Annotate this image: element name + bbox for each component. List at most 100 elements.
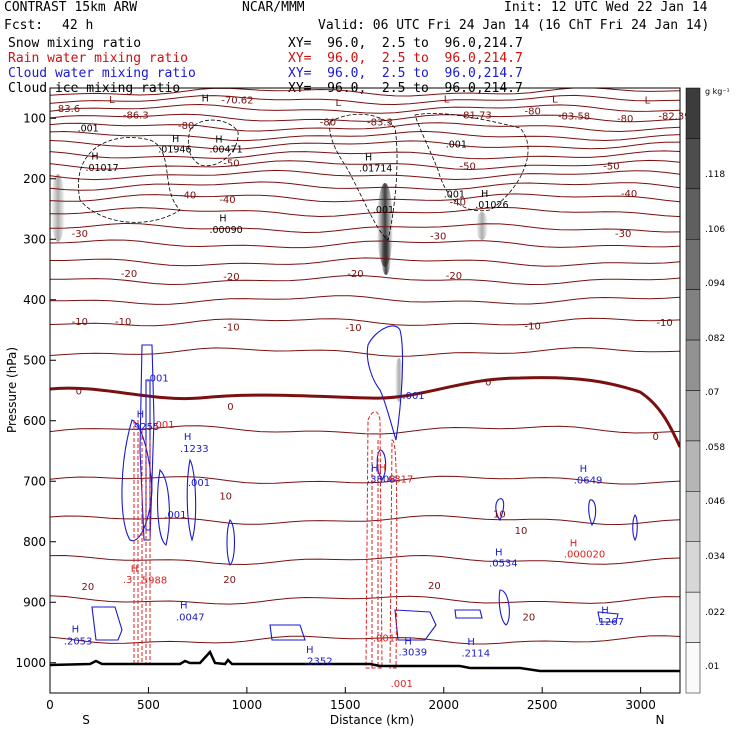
isotherm-label: -20 bbox=[223, 272, 239, 283]
cloud-water-label: .0047 bbox=[176, 612, 205, 623]
isotherm-line bbox=[50, 317, 680, 327]
colorbar-unit: g kg⁻¹ bbox=[705, 87, 730, 96]
minimum-temperature-label: -81.73 bbox=[460, 110, 492, 121]
rain-water-contour bbox=[365, 411, 383, 669]
cloud-water-label: .3808 bbox=[367, 474, 396, 485]
cloud-ice-contours bbox=[78, 113, 529, 241]
x-tick-label: 2000 bbox=[428, 698, 459, 712]
isotherm-label: 20 bbox=[82, 582, 95, 593]
isotherm-label: -10 bbox=[345, 323, 361, 334]
isotherm-line bbox=[50, 257, 680, 267]
rain-water-label: .3 bbox=[123, 575, 133, 586]
isotherm-line bbox=[50, 425, 680, 435]
isotherm-label: -80 bbox=[178, 121, 194, 132]
isotherm-label: 10 bbox=[493, 510, 506, 521]
ice-label: H bbox=[481, 189, 488, 200]
ice-contour bbox=[78, 137, 181, 223]
isotherm-label: -40 bbox=[621, 189, 637, 200]
cloud-water-label: .001 bbox=[146, 373, 168, 384]
isotherm-line bbox=[50, 222, 680, 234]
field-xy-snow: XY= 96.0, 2.5 to 96.0,214.7 bbox=[288, 36, 523, 51]
isotherm-line bbox=[50, 595, 680, 605]
isotherm-line bbox=[50, 274, 680, 286]
ice-label: H bbox=[202, 93, 209, 104]
valid-time: Valid: 06 UTC Fri 24 Jan 14 (16 ChT Fri … bbox=[318, 18, 710, 33]
minimum-temperature-label: -86.3 bbox=[123, 110, 149, 121]
low-marker: L bbox=[552, 95, 558, 106]
colorbar-swatch bbox=[685, 642, 701, 694]
colorbar-swatch bbox=[685, 339, 701, 391]
isotherm-label: -10 bbox=[223, 323, 239, 334]
cloud-water-label: .0649 bbox=[574, 476, 603, 487]
rain-water-label: .001 bbox=[152, 420, 174, 431]
cloud-water-label: H bbox=[371, 464, 379, 475]
terrain-profile bbox=[49, 649, 680, 673]
cloud-water-label: H bbox=[601, 606, 609, 617]
colorbar-tick-label: .082 bbox=[705, 334, 725, 344]
isotherm-line bbox=[50, 239, 680, 249]
isotherm-label: -40 bbox=[450, 197, 466, 208]
cloud-water-label: .9255 bbox=[131, 422, 160, 433]
isotherm-label: -10 bbox=[656, 318, 672, 329]
y-tick-label: 600 bbox=[23, 414, 46, 428]
cloud-water-contour bbox=[394, 609, 437, 641]
colorbar-tick-label: .046 bbox=[705, 497, 725, 507]
cloud-water-label: H bbox=[72, 625, 80, 636]
rain-water-contour bbox=[389, 439, 398, 669]
cloud-water-label: .0534 bbox=[489, 559, 518, 570]
isotherm-line bbox=[50, 181, 680, 191]
ice-label: .01026 bbox=[475, 200, 508, 211]
rain-water-contours bbox=[133, 411, 398, 669]
ice-label: H bbox=[219, 214, 226, 225]
isotherm-line bbox=[50, 103, 680, 114]
isotherm-line bbox=[50, 206, 680, 218]
init-time: Init: 12 UTC Wed 22 Jan 14 bbox=[504, 0, 708, 15]
isotherm-label: -80 bbox=[617, 114, 633, 125]
isotherm-label: -10 bbox=[524, 321, 540, 332]
rain-water-label: H bbox=[379, 463, 387, 474]
plot-axes: 0 500 1000 1500 2000 2500 30001002003004005006… bbox=[5, 111, 664, 727]
y-tick-label: 200 bbox=[23, 172, 46, 186]
cloud-water-contour bbox=[157, 468, 170, 546]
ice-label: H bbox=[172, 134, 179, 145]
isotherm-label: -70.62 bbox=[221, 96, 253, 107]
colorbar-tick-label: .01 bbox=[705, 662, 719, 672]
model-title: CONTRAST 15km ARW bbox=[4, 0, 138, 15]
cloud-water-contour bbox=[226, 519, 236, 566]
rain-water-label: .001 bbox=[373, 634, 395, 645]
y-tick-label: 1000 bbox=[15, 656, 46, 670]
colorbar-swatch bbox=[685, 440, 701, 492]
colorbar-tick-label: .07 bbox=[705, 388, 719, 398]
x-tick-label: 0 bbox=[46, 698, 54, 712]
cloud-water-label: H bbox=[580, 464, 588, 475]
cloud-water-contour bbox=[597, 611, 619, 623]
isotherm-line bbox=[50, 113, 680, 123]
ice-contour bbox=[414, 113, 529, 212]
field-xy-cloud: XY= 96.0, 2.5 to 96.0,214.7 bbox=[288, 66, 523, 81]
colorbar-swatch bbox=[685, 541, 701, 593]
isotherm-label: 0 bbox=[76, 387, 82, 398]
isotherm-label: 20 bbox=[428, 581, 441, 592]
ice-label: H bbox=[91, 151, 98, 162]
isotherm-label: -50 bbox=[460, 162, 476, 173]
rain-water-label: .001 bbox=[391, 679, 413, 690]
cloud-water-contour bbox=[269, 624, 306, 641]
colorbar-tick-label: .118 bbox=[705, 170, 725, 180]
cloud-water-contour bbox=[186, 458, 197, 542]
colorbar-swatch bbox=[685, 138, 701, 190]
isotherm-label: -10 bbox=[115, 317, 131, 328]
isotherm-label: -30 bbox=[615, 229, 631, 240]
north-endpoint-label: N bbox=[656, 713, 665, 727]
isotherm-line bbox=[50, 169, 680, 181]
x-axis-label: Distance (km) bbox=[330, 713, 414, 727]
rain-water-label: H bbox=[131, 564, 139, 575]
rain-water-label: .6817 bbox=[385, 474, 414, 485]
snow-shade-north bbox=[476, 212, 488, 240]
colorbar-tick-label: .094 bbox=[705, 279, 725, 289]
cloud-water-label: H bbox=[495, 548, 503, 559]
cloud-water-label: .2352 bbox=[304, 657, 333, 668]
isotherm-label: 10 bbox=[515, 526, 528, 537]
isotherm-line bbox=[50, 122, 680, 133]
y-tick-label: 700 bbox=[23, 474, 46, 488]
temperature-contours bbox=[50, 88, 680, 645]
